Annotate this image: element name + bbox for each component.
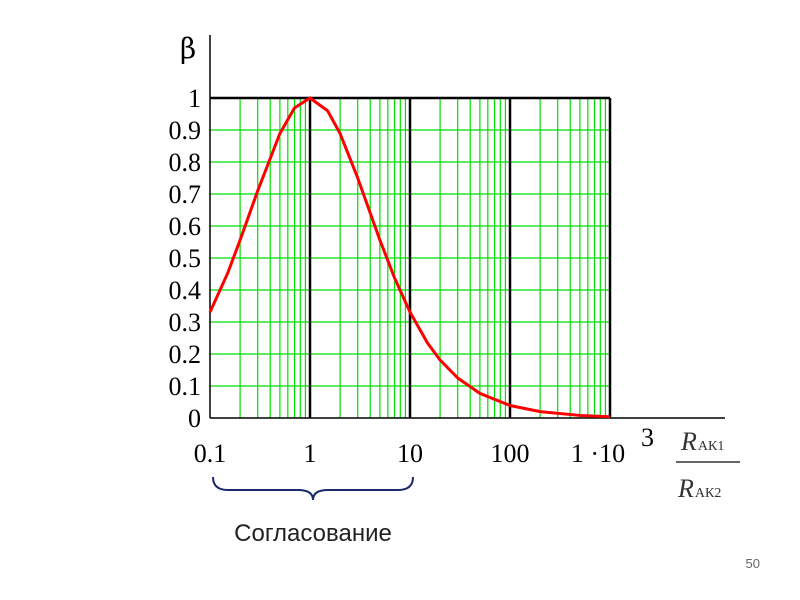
y-tick-label: 0.5 [169,244,202,273]
y-tick-label: 0.9 [169,116,202,145]
x-tick-label: 1 [304,439,317,468]
x-axis-label: RАК1 RАК2 [676,427,740,503]
y-tick-label: 0.8 [169,148,202,177]
brace-label: Согласование [234,520,392,547]
axes [209,35,725,419]
x-tick-label: 0.1 [194,439,227,468]
y-axis-label: β [180,32,196,65]
page-number: 50 [746,556,760,571]
y-tick-label: 0.7 [169,180,202,209]
y-tick-label: 0 [188,404,201,433]
series-line [208,96,611,419]
grid-lines [210,98,610,418]
x-tick-exponent: 3 [641,423,654,452]
y-tick-label: 0.2 [169,340,202,369]
y-tick-label: 0.1 [169,372,202,401]
y-tick-label: 0.3 [169,308,202,337]
x-tick-labels: 0.1 1 10 100 1 ·10 3 [194,423,654,468]
y-tick-label: 1 [188,84,201,113]
y-tick-label: 0.6 [169,212,202,241]
x-tick-label: 1 ·10 [571,439,625,468]
y-tick-labels: 0 0.1 0.2 0.3 0.4 0.5 0.6 0.7 0.8 0.9 1 [169,84,202,433]
x-label-denominator: RАК2 [677,474,721,503]
x-tick-label: 10 [397,439,423,468]
y-tick-label: 0.4 [169,276,202,305]
x-tick-label: 100 [491,439,530,468]
x-label-numerator: RАК1 [680,427,724,456]
brace [212,476,414,501]
decade-grid-lines [308,98,512,418]
